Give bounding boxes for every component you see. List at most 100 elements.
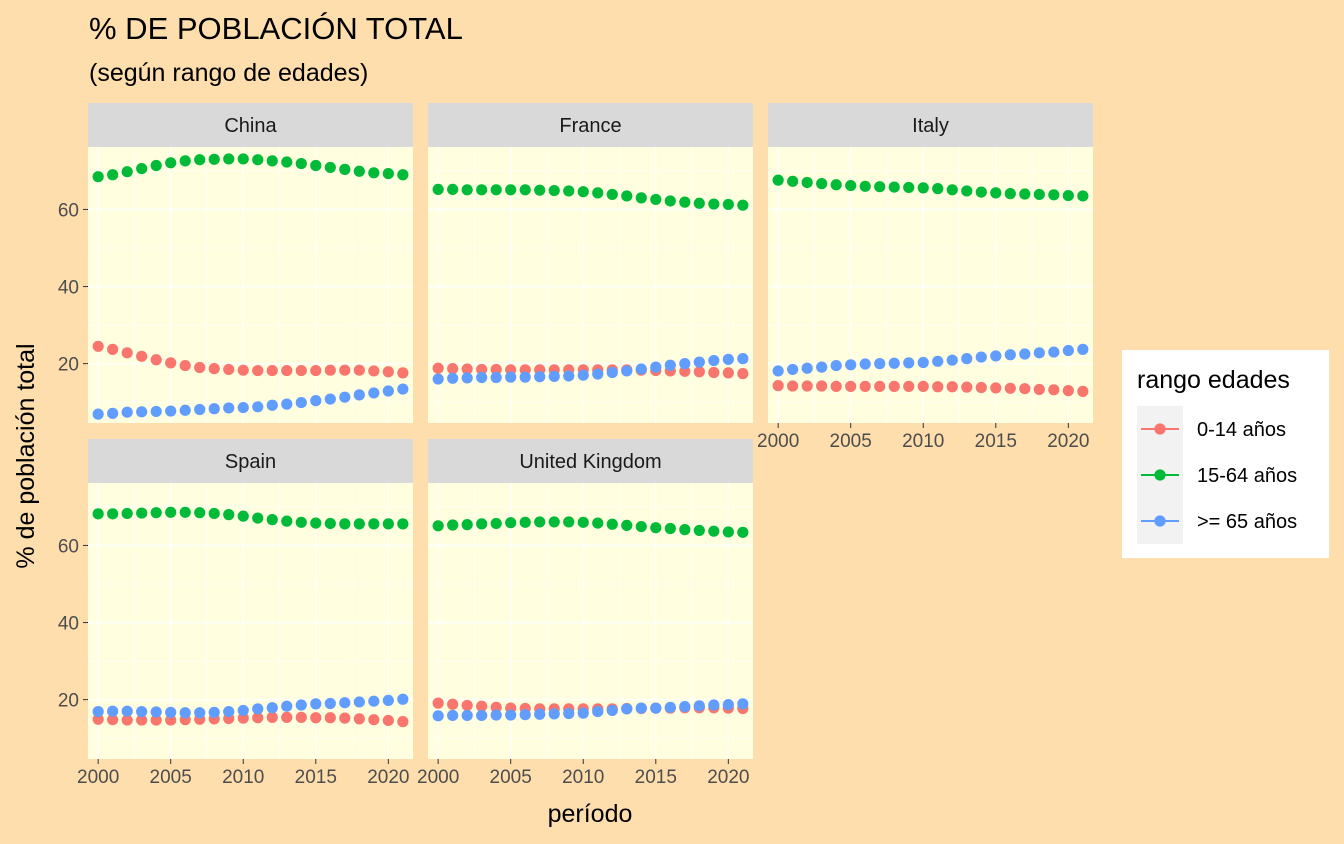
data-point: 0-14 años 2020: 14.6 xyxy=(382,714,394,727)
data-point: >= 65 años 2010: 17.2 xyxy=(237,704,249,717)
data-point: 15-64 años 2020: 63.5 xyxy=(722,526,734,538)
data-point: 15-64 años 2015: 71.4 xyxy=(310,159,322,172)
data-point: 0-14 años 2010: 15.2 xyxy=(237,712,249,724)
data-point: 0-14 años 2017: 18 xyxy=(679,365,691,377)
data-point: >= 65 años 2002: 15.9 xyxy=(461,709,473,722)
data-point: 15-64 años 2021: 63.4 xyxy=(737,526,749,538)
data-point: 15-64 años 2019: 69.5 xyxy=(368,167,380,179)
data-point: >= 65 años 2005: 16.7 xyxy=(165,706,177,718)
data-point: >= 65 años 2005: 16.5 xyxy=(505,371,517,383)
data-point: >= 65 años 2007: 16.6 xyxy=(194,707,206,719)
data-point: 15-64 años 2018: 61.6 xyxy=(693,197,705,209)
data-point: >= 65 años 2014: 18.6 xyxy=(295,699,307,711)
data-point: 15-64 años 2017: 70.4 xyxy=(339,163,351,175)
panel-china: China2040600-14 años 2000: 24.50-14 años… xyxy=(58,103,413,423)
data-point: 15-64 años 2004: 65.7 xyxy=(490,517,502,530)
data-point: >= 65 años 2011: 17.6 xyxy=(252,703,264,715)
data-point: >= 65 años 2019: 20.8 xyxy=(708,354,720,367)
data-point: 0-14 años 2014: 18.2 xyxy=(295,364,307,377)
data-point: 15-64 años 2007: 65 xyxy=(534,184,546,196)
data-point: 15-64 años 2012: 72.6 xyxy=(266,155,278,167)
data-point: 15-64 años 2016: 62.2 xyxy=(664,195,676,207)
data-point: 15-64 años 2002: 65.1 xyxy=(461,184,473,196)
data-point: >= 65 años 2000: 15.8 xyxy=(432,710,444,722)
data-point: 15-64 años 2008: 65.8 xyxy=(888,181,900,193)
x-tick-label: 2010 xyxy=(562,767,604,788)
data-point: 15-64 años 2005: 72.1 xyxy=(165,157,177,169)
data-point: 0-14 años 2004: 18 xyxy=(490,701,502,713)
data-point: 15-64 años 2009: 65.7 xyxy=(903,181,915,194)
data-point: 15-64 años 2008: 73 xyxy=(208,153,220,165)
data-point: 15-64 años 2003: 68.4 xyxy=(136,507,148,519)
data-point: 15-64 años 2002: 69.8 xyxy=(121,166,133,178)
y-tick-label: 60 xyxy=(58,200,79,221)
data-point: >= 65 años 2019: 19.6 xyxy=(368,695,380,707)
data-point: 0-14 años 2013: 18.2 xyxy=(281,364,293,377)
data-point: 15-64 años 2000: 65.1 xyxy=(432,520,444,532)
data-point: 0-14 años 2005: 14.1 xyxy=(845,380,857,392)
x-tick-label: 2010 xyxy=(222,767,264,788)
data-point: >= 65 años 2004: 16 xyxy=(490,709,502,721)
data-point: 0-14 años 2004: 14.1 xyxy=(830,380,842,392)
data-point: >= 65 años 2001: 15.9 xyxy=(447,709,459,722)
data-point: >= 65 años 2012: 17.2 xyxy=(606,704,618,717)
data-point: 0-14 años 2021: 17.6 xyxy=(397,367,409,379)
data-point: 15-64 años 2003: 65.6 xyxy=(476,518,488,530)
data-point: >= 65 años 2019: 18.6 xyxy=(708,699,720,711)
data-point: 0-14 años 2011: 15.3 xyxy=(252,712,264,724)
data-point: >= 65 años 2017: 11.3 xyxy=(339,391,351,403)
data-point: 0-14 años 2019: 14.8 xyxy=(368,714,380,726)
data-point: 0-14 años 2018: 13.3 xyxy=(1033,383,1045,396)
data-point: >= 65 años 2010: 16.5 xyxy=(577,707,589,719)
data-point: 15-64 años 2009: 64.8 xyxy=(563,185,575,197)
data-point: 15-64 años 2005: 68.6 xyxy=(165,506,177,518)
data-point: 15-64 años 2013: 64.8 xyxy=(961,185,973,197)
data-point: >= 65 años 2011: 8.8 xyxy=(252,401,264,413)
data-point: 15-64 años 2004: 65.1 xyxy=(490,184,502,196)
data-point: 15-64 años 2017: 64.1 xyxy=(679,524,691,536)
data-point: 15-64 años 2018: 63.9 xyxy=(693,524,705,537)
data-point: >= 65 años 2006: 16.6 xyxy=(179,707,191,719)
data-point: 0-14 años 2001: 18.7 xyxy=(447,363,459,375)
data-point: 0-14 años 2017: 15.2 xyxy=(339,712,351,724)
data-point: 15-64 años 2012: 65.1 xyxy=(946,184,958,196)
data-point: >= 65 años 2012: 20.9 xyxy=(946,354,958,366)
data-point: 15-64 años 2010: 66 xyxy=(577,516,589,528)
x-tick-label: 2015 xyxy=(975,431,1017,452)
data-point: 0-14 años 2017: 18.3 xyxy=(339,364,351,376)
data-point: >= 65 años 2009: 20.2 xyxy=(903,357,915,369)
panel-united-kingdom: United Kingdom 2000 2005 2010 2015 2020 0-14 a… xyxy=(417,439,753,788)
data-point: >= 65 años 2017: 22.5 xyxy=(1019,348,1031,360)
data-point: >= 65 años 2009: 16.4 xyxy=(563,707,575,720)
data-point: 0-14 años 2000: 14.9 xyxy=(92,713,104,725)
data-point: 0-14 años 2015: 18.2 xyxy=(310,364,322,377)
facet-strip-spain xyxy=(88,439,413,483)
data-point: >= 65 años 2014: 18.6 xyxy=(635,363,647,375)
data-point: 0-14 años 2006: 19.5 xyxy=(179,359,191,372)
data-point: >= 65 años 2008: 16.3 xyxy=(548,708,560,720)
data-point: >= 65 años 2018: 22.8 xyxy=(1033,347,1045,359)
data-point: >= 65 años 2002: 7.4 xyxy=(121,406,133,418)
data-point: 15-64 años 2017: 64 xyxy=(1019,188,1031,200)
x-tick-label: 2000 xyxy=(417,767,459,788)
data-point: >= 65 años 2013: 9.5 xyxy=(281,398,293,410)
data-point: >= 65 años 2008: 16.7 xyxy=(548,370,560,382)
data-point: >= 65 años 2015: 17.8 xyxy=(650,702,662,714)
data-point: 0-14 años 2020: 17.6 xyxy=(722,367,734,379)
data-point: 0-14 años 2020: 13 xyxy=(1062,385,1074,397)
data-point: 0-14 años 2011: 18.2 xyxy=(252,364,264,377)
data-point: 0-14 años 2013: 15.4 xyxy=(281,711,293,723)
data-point: 15-64 años 2002: 67 xyxy=(801,176,813,189)
data-point: 15-64 años 2006: 66 xyxy=(859,180,871,192)
data-point: 15-64 años 2013: 63.5 xyxy=(621,190,633,202)
x-axis-title: período xyxy=(548,800,633,828)
data-point: 15-64 años 2008: 66.1 xyxy=(548,516,560,528)
data-point: 15-64 años 2003: 66.7 xyxy=(816,178,828,190)
data-point: >= 65 años 2015: 22 xyxy=(990,350,1002,362)
x-tick-label: 2015 xyxy=(635,767,677,788)
legend: rango edades 0-14 años 15-64 años >= 65 añ… xyxy=(1122,350,1329,558)
data-point: 0-14 años 2007: 19 xyxy=(194,361,206,374)
data-point: 15-64 años 2016: 64.4 xyxy=(664,522,676,535)
data-point: >= 65 años 2009: 16.8 xyxy=(563,370,575,382)
data-point: 15-64 años 2014: 64.9 xyxy=(635,520,647,533)
